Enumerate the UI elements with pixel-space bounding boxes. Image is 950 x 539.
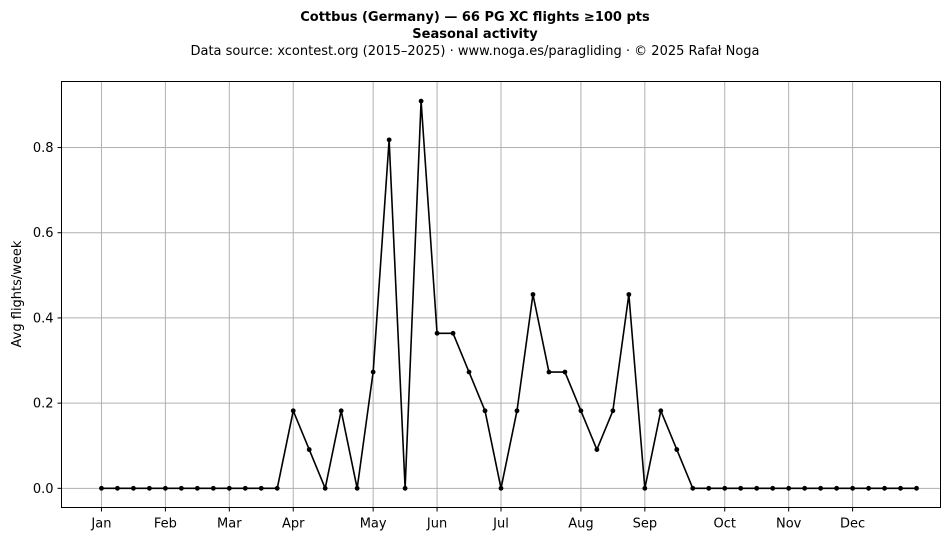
data-point: [738, 485, 744, 491]
data-point: [210, 485, 216, 491]
data-point: [850, 485, 855, 491]
data-point: [418, 98, 424, 104]
data-point: [258, 485, 264, 491]
axis-ticks: Jan Feb Mar Apr May Jun Jul Aug Sep Oct Nov Dec 0.0 0…: [33, 141, 865, 531]
chart-subtitle: Seasonal activity: [412, 27, 538, 42]
data-point: [914, 485, 919, 491]
data-point: [498, 485, 504, 491]
data-point: [115, 485, 120, 491]
grid: [61, 81, 941, 508]
data-point: [147, 485, 152, 491]
data-point: [770, 485, 776, 491]
data-point: [898, 485, 903, 491]
data-point: [466, 369, 472, 375]
data-point: [882, 485, 887, 491]
chart-title: Cottbus (Germany) — 66 PG XC flights ≥10…: [300, 10, 650, 25]
data-point: [370, 369, 376, 375]
data-point: [546, 369, 552, 375]
data-point: [642, 485, 648, 491]
data-point: [722, 485, 728, 491]
x-tick-label: Sep: [633, 517, 658, 532]
data-point: [290, 408, 296, 414]
data-point: [530, 292, 536, 297]
data-point: [450, 330, 456, 336]
data-point: [434, 330, 440, 336]
x-tick-label: Aug: [568, 517, 593, 532]
y-axis-label: Avg flights/week: [10, 240, 25, 347]
data-point: [482, 408, 488, 414]
data-point: [242, 485, 248, 491]
data-point: [754, 485, 760, 491]
data-point: [562, 369, 568, 375]
data-point: [658, 408, 664, 414]
x-tick-label: Nov: [776, 517, 802, 532]
data-point: [818, 485, 824, 491]
y-tick-label: 0.4: [33, 311, 54, 326]
data-point: [354, 485, 360, 491]
data-point: [786, 485, 792, 491]
data-point: [802, 485, 808, 491]
data-point: [178, 485, 184, 491]
data-point: [674, 447, 680, 452]
data-point: [162, 485, 168, 491]
x-tick-label: Feb: [154, 517, 177, 532]
y-tick-label: 0.2: [33, 397, 54, 412]
x-tick-label: Jun: [426, 517, 447, 532]
x-tick-label: Mar: [217, 517, 242, 532]
x-tick-label: May: [360, 517, 387, 532]
x-tick-label: Apr: [282, 517, 305, 532]
data-point: [514, 408, 520, 414]
y-tick-label: 0.0: [33, 482, 54, 497]
y-tick-label: 0.8: [33, 141, 54, 156]
data-point: [226, 485, 232, 491]
data-point: [690, 485, 696, 491]
data-point: [194, 485, 200, 491]
data-point: [402, 485, 408, 491]
data-point: [578, 408, 584, 414]
data-point: [610, 408, 616, 414]
plot-frame: [61, 81, 941, 508]
data-point: [594, 447, 600, 452]
data-point: [338, 408, 344, 414]
data-point: [274, 485, 280, 491]
x-tick-label: Jul: [492, 517, 509, 532]
data-point: [626, 292, 632, 297]
chart-source: Data source: xcontest.org (2015–2025) · …: [190, 44, 759, 59]
data-point: [386, 137, 392, 143]
x-tick-label: Dec: [840, 517, 865, 532]
y-tick-label: 0.6: [33, 226, 54, 241]
data-point: [322, 485, 328, 491]
x-tick-label: Jan: [90, 517, 111, 532]
data-point: [706, 485, 712, 491]
series: [99, 98, 919, 491]
data-point: [131, 485, 136, 491]
x-tick-label: Oct: [714, 517, 736, 532]
data-point: [99, 485, 104, 491]
data-point: [866, 485, 871, 491]
data-point: [834, 485, 840, 491]
series-line: [101, 100, 917, 490]
data-point: [306, 447, 312, 452]
